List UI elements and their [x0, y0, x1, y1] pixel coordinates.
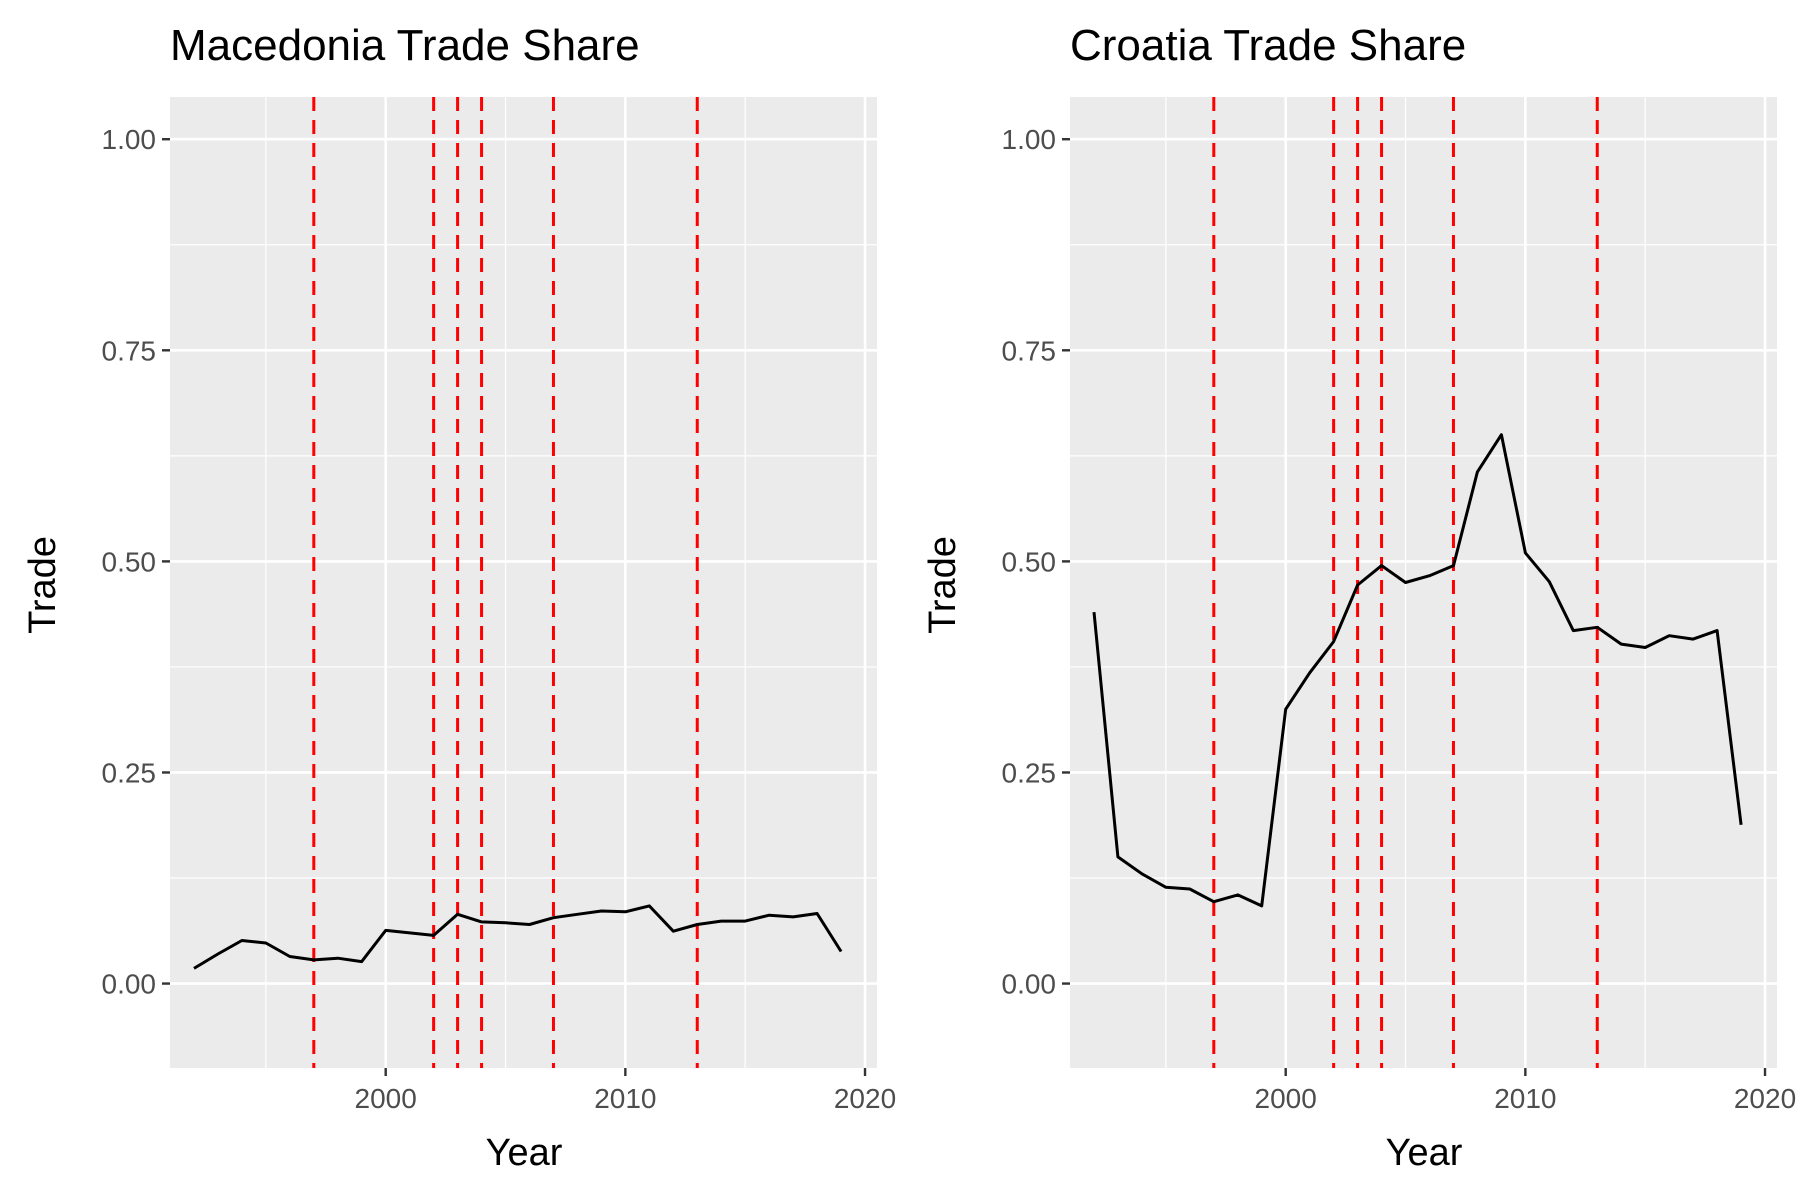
chart-title: Croatia Trade Share [1070, 21, 1466, 70]
y-tick-label: 0.25 [1002, 757, 1057, 788]
y-tick-label: 0.25 [102, 757, 157, 788]
x-tick-label: 2020 [1734, 1083, 1796, 1114]
series-line [193, 904, 843, 970]
y-axis-title: Trade [922, 536, 964, 634]
croatia-chart-panel: Croatia Trade Share Trade Year 0.00 0.25 0… [922, 21, 1796, 1174]
x-tick-label: 2000 [355, 1083, 417, 1114]
x-tick-label: 2010 [1494, 1083, 1556, 1114]
y-tick-label: 0.50 [1002, 546, 1057, 577]
y-tick-label: 0.75 [102, 335, 157, 366]
x-axis-title: Year [486, 1132, 563, 1174]
y-axis-title: Trade [22, 536, 64, 634]
x-tick-label: 2010 [594, 1083, 656, 1114]
y-tick-label: 0.00 [1002, 969, 1057, 1000]
y-tick-label: 1.00 [102, 124, 157, 155]
y-tick-label: 0.75 [1002, 335, 1057, 366]
chart-title: Macedonia Trade Share [170, 21, 640, 70]
plot-background [1070, 97, 1777, 1068]
y-tick-label: 0.50 [102, 546, 157, 577]
macedonia-chart-panel: Macedonia Trade Share Trade Year 0.00 0.2… [22, 21, 896, 1174]
series-line [1092, 433, 1743, 908]
x-tick-label: 2000 [1255, 1083, 1317, 1114]
plot-background [170, 97, 877, 1068]
y-tick-label: 1.00 [1002, 124, 1057, 155]
x-axis-title: Year [1386, 1132, 1463, 1174]
x-tick-label: 2020 [834, 1083, 896, 1114]
y-tick-label: 0.00 [102, 969, 157, 1000]
